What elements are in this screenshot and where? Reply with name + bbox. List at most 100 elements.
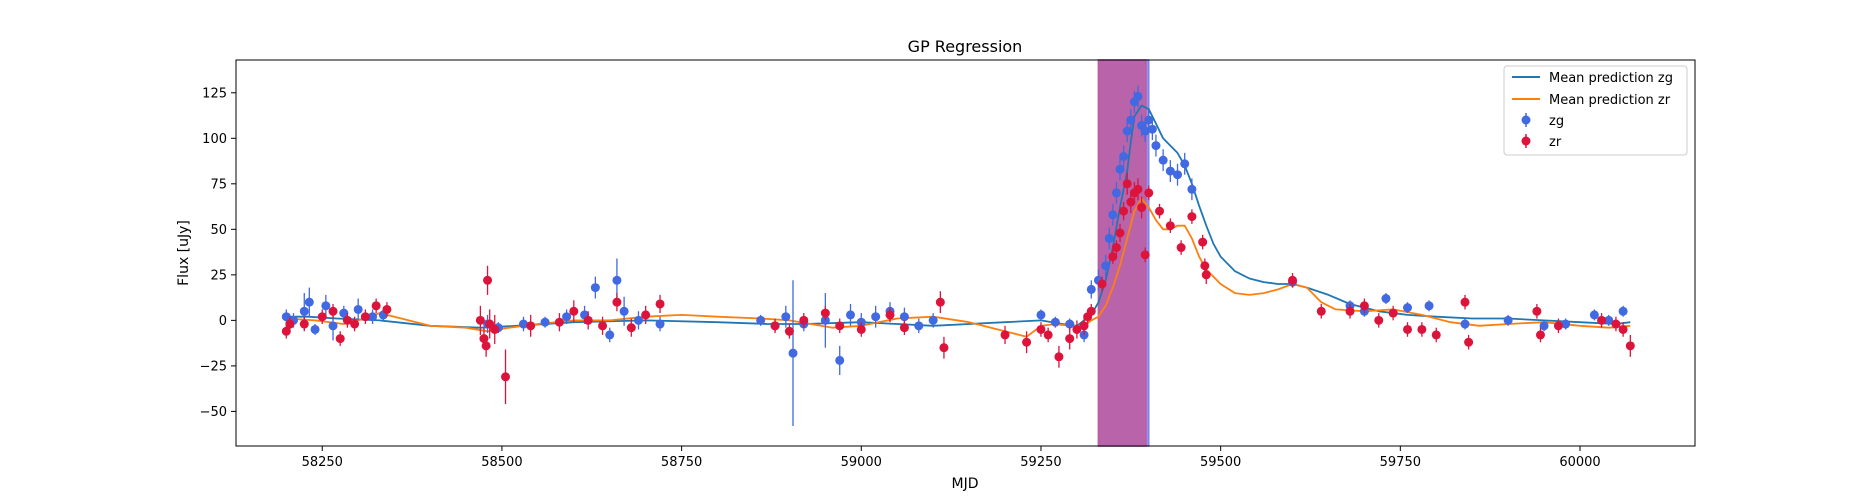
point-zr	[1200, 261, 1210, 271]
point-zr	[1464, 337, 1474, 347]
point-zr	[1111, 243, 1121, 253]
point-zg	[310, 324, 320, 334]
point-zr	[1133, 184, 1143, 194]
point-zr	[899, 323, 909, 333]
point-zg	[605, 330, 615, 340]
point-zg	[1604, 315, 1614, 325]
point-zr	[1036, 324, 1046, 334]
point-zr	[554, 317, 564, 327]
point-zr	[1618, 324, 1628, 334]
point-zr	[1165, 221, 1175, 231]
point-zg	[846, 310, 856, 320]
point-zr	[1137, 202, 1147, 212]
point-zr	[1126, 197, 1136, 207]
point-zr	[569, 306, 579, 316]
point-zr	[481, 341, 491, 351]
point-zr	[490, 324, 500, 334]
series-zr	[281, 172, 1635, 405]
point-zr	[1108, 252, 1118, 262]
point-zr	[885, 310, 895, 320]
legend-label-zr: zr	[1549, 135, 1562, 150]
shaded-region-1	[1097, 59, 1147, 447]
point-zg	[1115, 164, 1125, 174]
x-axis: 58250 58500 58750 59000 59250 59500 59750 60000	[302, 446, 1601, 470]
y-tick-label: −25	[200, 359, 227, 374]
point-zg	[540, 317, 550, 327]
point-zr	[1460, 297, 1470, 307]
x-tick-label: 59250	[1020, 455, 1061, 470]
point-zg	[1503, 315, 1513, 325]
point-zr	[335, 334, 345, 344]
point-zr	[799, 315, 809, 325]
point-zg	[1381, 294, 1391, 304]
x-tick-label: 59000	[841, 455, 882, 470]
point-zg	[1133, 91, 1143, 101]
point-zr	[1198, 237, 1208, 247]
legend-label-zg: zg	[1549, 114, 1564, 129]
plot-area	[281, 59, 1635, 447]
point-zr	[655, 299, 665, 309]
point-zg	[321, 301, 331, 311]
point-zg	[1539, 321, 1549, 331]
point-zg	[633, 315, 643, 325]
point-zr	[1388, 308, 1398, 318]
point-zr	[1316, 306, 1326, 316]
point-zg	[1144, 115, 1154, 125]
point-zg	[1086, 284, 1096, 294]
point-zg	[1158, 155, 1168, 165]
point-zr	[856, 324, 866, 334]
y-axis-label: Flux [uJy]	[176, 220, 192, 286]
legend-marker-zr	[1521, 136, 1531, 146]
point-zr	[1140, 250, 1150, 260]
point-zr	[612, 297, 622, 307]
point-zg	[612, 275, 622, 285]
point-zr	[360, 312, 370, 322]
point-zr	[1000, 330, 1010, 340]
point-zr	[1155, 206, 1165, 216]
point-zg	[1403, 303, 1413, 313]
point-zg	[281, 312, 291, 322]
point-zg	[781, 312, 791, 322]
point-zr	[1431, 330, 1441, 340]
point-zg	[655, 319, 665, 329]
point-zr	[299, 319, 309, 329]
point-zr	[820, 308, 830, 318]
legend-marker-zg	[1521, 115, 1531, 125]
point-zg	[928, 315, 938, 325]
series-zg	[281, 85, 1628, 426]
legend-label-zr-mean: Mean prediction zr	[1549, 93, 1671, 108]
y-tick-label: 125	[202, 86, 227, 101]
point-zr	[281, 326, 291, 336]
point-zr	[1122, 179, 1132, 189]
point-zr	[1176, 243, 1186, 253]
point-zr	[475, 315, 485, 325]
point-zr	[935, 297, 945, 307]
point-zr	[342, 315, 352, 325]
point-zr	[939, 343, 949, 353]
point-zg	[899, 312, 909, 322]
point-zg	[1140, 126, 1150, 136]
point-zg	[304, 297, 314, 307]
x-axis-label: MJD	[952, 476, 979, 492]
point-zg	[1180, 159, 1190, 169]
point-zr	[1535, 330, 1545, 340]
point-zr	[1115, 228, 1125, 238]
x-tick-label: 58250	[302, 455, 343, 470]
point-zg	[1101, 261, 1111, 271]
y-tick-label: 0	[219, 314, 227, 329]
point-zr	[371, 301, 381, 311]
y-tick-label: −50	[200, 405, 227, 420]
point-zr	[784, 326, 794, 336]
y-tick-label: 100	[202, 132, 227, 147]
point-zg	[1065, 319, 1075, 329]
point-zg	[1618, 306, 1628, 316]
plot-frame	[235, 59, 1696, 447]
point-zr	[1054, 352, 1064, 362]
point-zr	[1553, 321, 1563, 331]
point-zg	[914, 321, 924, 331]
point-zr	[1043, 330, 1053, 340]
point-zg	[619, 306, 629, 316]
point-zg	[1147, 124, 1157, 134]
point-zg	[1119, 152, 1129, 161]
